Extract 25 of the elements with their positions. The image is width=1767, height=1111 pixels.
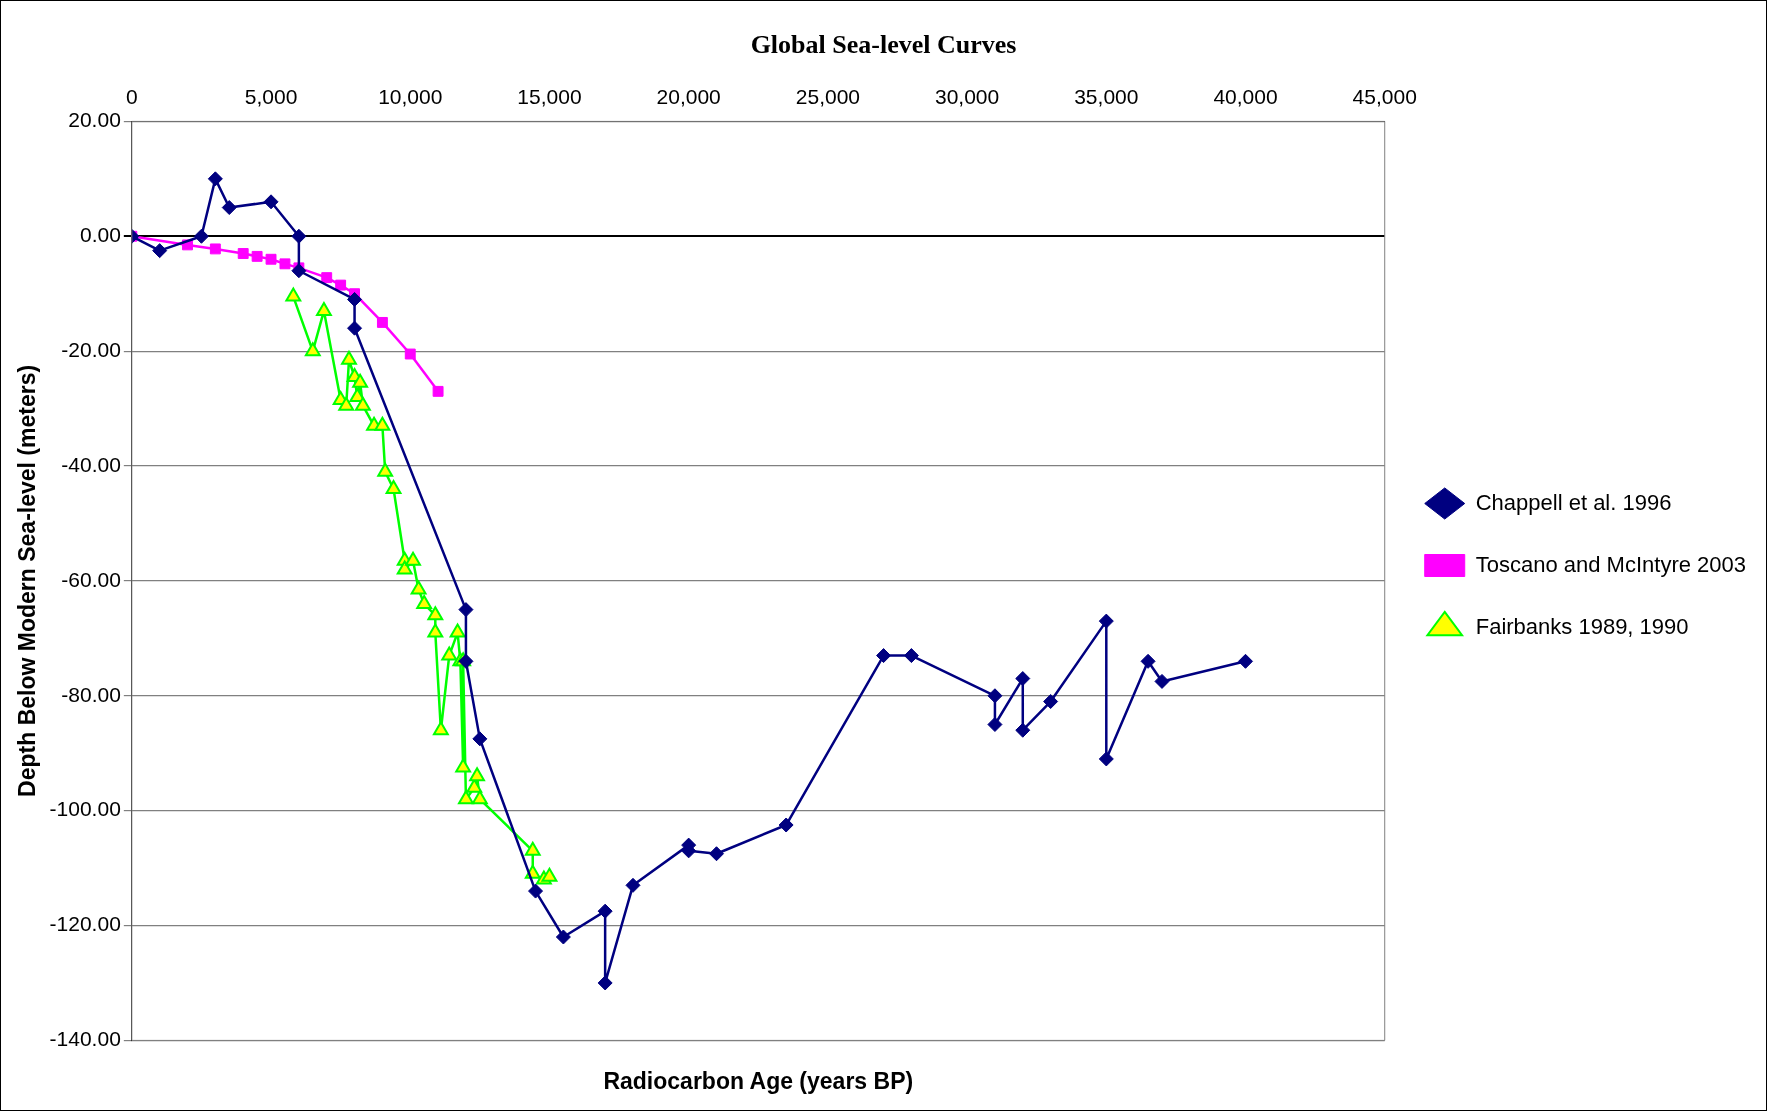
y-tick-label: 20.00 <box>68 108 121 132</box>
legend-label: Chappell et al. 1996 <box>1475 489 1672 515</box>
y-tick-label: -20.00 <box>61 337 121 361</box>
legend-label: Toscano and McIntyre 2003 <box>1475 551 1747 577</box>
y-tick-label: -60.00 <box>61 567 121 591</box>
x-tick-label: 25,000 <box>795 84 860 108</box>
y-tick-label: -80.00 <box>61 682 121 706</box>
y-tick-label: -40.00 <box>61 452 121 476</box>
x-axis-title: Radiocarbon Age (years BP) <box>603 1067 914 1094</box>
x-tick-label: 15,000 <box>517 84 582 108</box>
x-tick-label: 40,000 <box>1213 84 1278 108</box>
y-axis-title: Depth Below Modern Sea-level (meters) <box>14 364 41 797</box>
y-tick-label: 0.00 <box>79 223 121 247</box>
x-tick-label: 0 <box>125 84 138 108</box>
chart-title: Global Sea-level Curves <box>750 30 1017 60</box>
x-tick-label: 20,000 <box>656 84 721 108</box>
x-tick-label: 30,000 <box>934 84 1000 108</box>
y-tick-label: -100.00 <box>49 797 121 821</box>
y-tick-label: -120.00 <box>49 912 121 936</box>
x-tick-label: 5,000 <box>244 84 298 108</box>
x-tick-label: 35,000 <box>1074 84 1139 108</box>
x-tick-label: 45,000 <box>1352 84 1417 108</box>
legend-label: Fairbanks 1989, 1990 <box>1475 613 1689 639</box>
x-tick-label: 10,000 <box>378 84 443 108</box>
y-tick-label: -140.00 <box>49 1027 121 1051</box>
